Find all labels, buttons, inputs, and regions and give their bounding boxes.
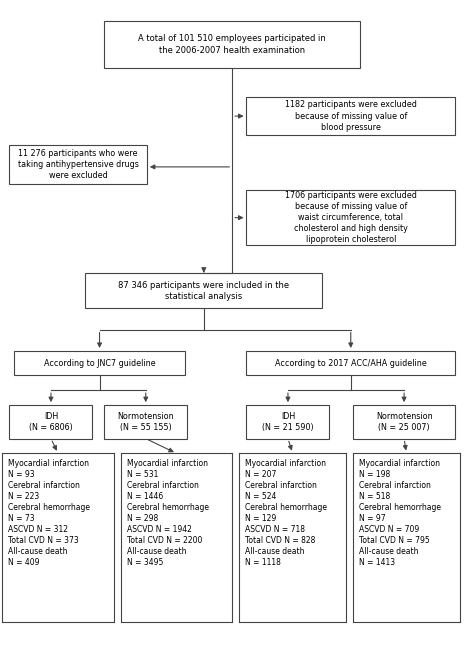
Text: Myocardial infarction
N = 198
Cerebral infarction
N = 518
Cerebral hemorrhage
N : Myocardial infarction N = 198 Cerebral i…	[359, 459, 441, 568]
Text: A total of 101 510 employees participated in
the 2006-2007 health examination: A total of 101 510 employees participate…	[138, 34, 326, 55]
Text: Normotension
(N = 55 155): Normotension (N = 55 155)	[118, 412, 174, 432]
Text: 1182 participants were excluded
because of missing value of
blood pressure: 1182 participants were excluded because …	[285, 101, 417, 132]
FancyBboxPatch shape	[9, 405, 92, 439]
FancyBboxPatch shape	[246, 351, 455, 375]
FancyBboxPatch shape	[246, 97, 455, 135]
Text: IDH
(N = 6806): IDH (N = 6806)	[29, 412, 73, 432]
Text: 87 346 participants were included in the
statistical analysis: 87 346 participants were included in the…	[118, 281, 290, 301]
FancyBboxPatch shape	[104, 21, 360, 68]
Text: According to JNC7 guideline: According to JNC7 guideline	[44, 359, 155, 368]
FancyBboxPatch shape	[9, 145, 147, 184]
FancyBboxPatch shape	[104, 405, 187, 439]
Text: According to 2017 ACC/AHA guideline: According to 2017 ACC/AHA guideline	[275, 359, 427, 368]
FancyBboxPatch shape	[14, 351, 185, 375]
Text: 1706 participants were excluded
because of missing value of
waist circumference,: 1706 participants were excluded because …	[285, 191, 417, 244]
Text: Myocardial infarction
N = 531
Cerebral infarction
N = 1446
Cerebral hemorrhage
N: Myocardial infarction N = 531 Cerebral i…	[127, 459, 209, 568]
Text: 11 276 participants who were
taking antihypertensive drugs
were excluded: 11 276 participants who were taking anti…	[18, 149, 139, 180]
FancyBboxPatch shape	[246, 190, 455, 245]
Text: Myocardial infarction
N = 207
Cerebral infarction
N = 524
Cerebral hemorrhage
N : Myocardial infarction N = 207 Cerebral i…	[245, 459, 327, 568]
FancyBboxPatch shape	[85, 273, 322, 308]
Text: Myocardial infarction
N = 93
Cerebral infarction
N = 223
Cerebral hemorrhage
N =: Myocardial infarction N = 93 Cerebral in…	[8, 459, 90, 568]
FancyBboxPatch shape	[353, 405, 455, 439]
Text: Normotension
(N = 25 007): Normotension (N = 25 007)	[376, 412, 432, 432]
Text: IDH
(N = 21 590): IDH (N = 21 590)	[262, 412, 314, 432]
FancyBboxPatch shape	[246, 405, 329, 439]
